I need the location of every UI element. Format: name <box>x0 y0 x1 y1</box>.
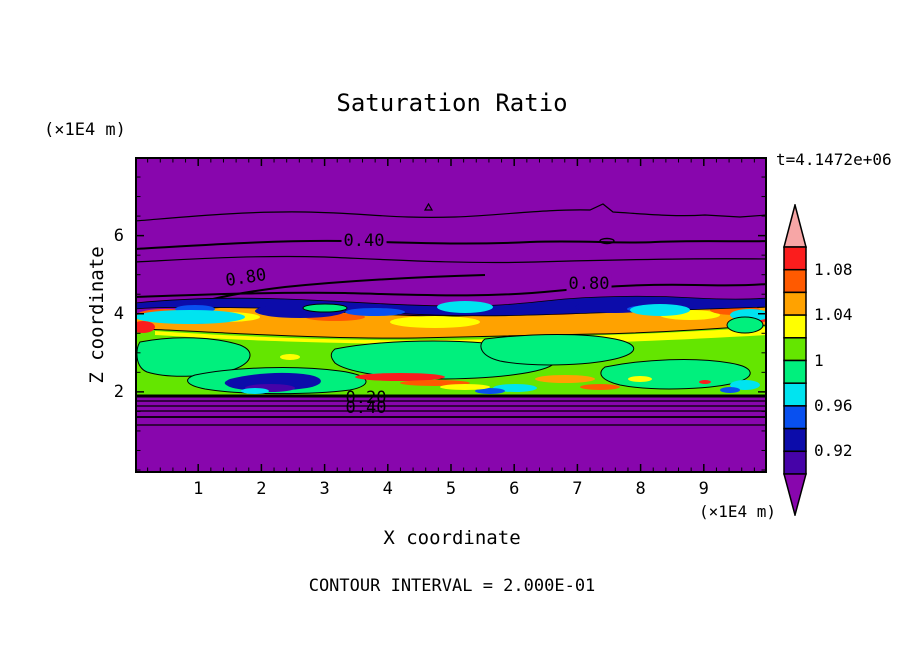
colorbar-cell <box>783 246 807 271</box>
contour-label-020-lower: 0.20 <box>345 388 387 408</box>
colorbar-cell <box>783 359 807 384</box>
colorbar-cell <box>783 337 807 362</box>
colorbar-cell <box>783 382 807 407</box>
x-tick-label: 3 <box>319 479 330 499</box>
x-tick-label: 6 <box>509 479 520 499</box>
colorbar-cell <box>783 291 807 316</box>
colorbar-label: 1.04 <box>814 305 853 325</box>
contour-label-080-right: 0.80 <box>566 274 612 294</box>
x-tick-label: 9 <box>698 479 709 499</box>
contour-label-040-lower: 0.40 <box>345 398 387 418</box>
x-tick-label: 2 <box>256 479 267 499</box>
colorbar <box>782 202 808 518</box>
x-tick-label: 1 <box>193 479 204 499</box>
saturation-band <box>135 295 767 397</box>
contour-label-040-upper: 0.40 <box>341 231 387 251</box>
colorbar-cell <box>783 314 807 339</box>
x-tick-label: 5 <box>445 479 457 499</box>
contour-plot-area <box>135 157 767 473</box>
z-tick-label: 2 <box>113 381 124 402</box>
plot-title: Saturation Ratio <box>336 89 568 117</box>
x-axis-label: X coordinate <box>383 527 521 549</box>
colorbar-cell <box>783 405 807 430</box>
plot-frame <box>135 157 767 473</box>
colorbar-graphic <box>783 202 807 518</box>
lower-contour-lines <box>135 394 767 426</box>
colorbar-cell <box>783 268 807 294</box>
x-axis-unit-label: (×1E4 m) <box>698 502 776 521</box>
contour-interval-note: CONTOUR INTERVAL = 2.000E-01 <box>308 576 596 596</box>
z-axis-unit-label: (×1E4 m) <box>44 120 126 140</box>
z-tick-label: 4 <box>113 303 124 324</box>
x-tick-label: 7 <box>572 479 583 499</box>
colorbar-cell <box>783 450 807 475</box>
time-label: t=4.1472e+06 <box>776 150 892 169</box>
z-tick-label: 6 <box>113 225 124 246</box>
x-tick-label: 8 <box>635 479 646 499</box>
x-tick-label: 4 <box>382 479 393 499</box>
colorbar-label: 1.08 <box>814 259 853 279</box>
colorbar-label: 1 <box>814 350 824 370</box>
colorbar-label: 0.92 <box>814 441 853 461</box>
colorbar-cell <box>783 427 807 453</box>
colorbar-label: 0.96 <box>814 395 853 415</box>
